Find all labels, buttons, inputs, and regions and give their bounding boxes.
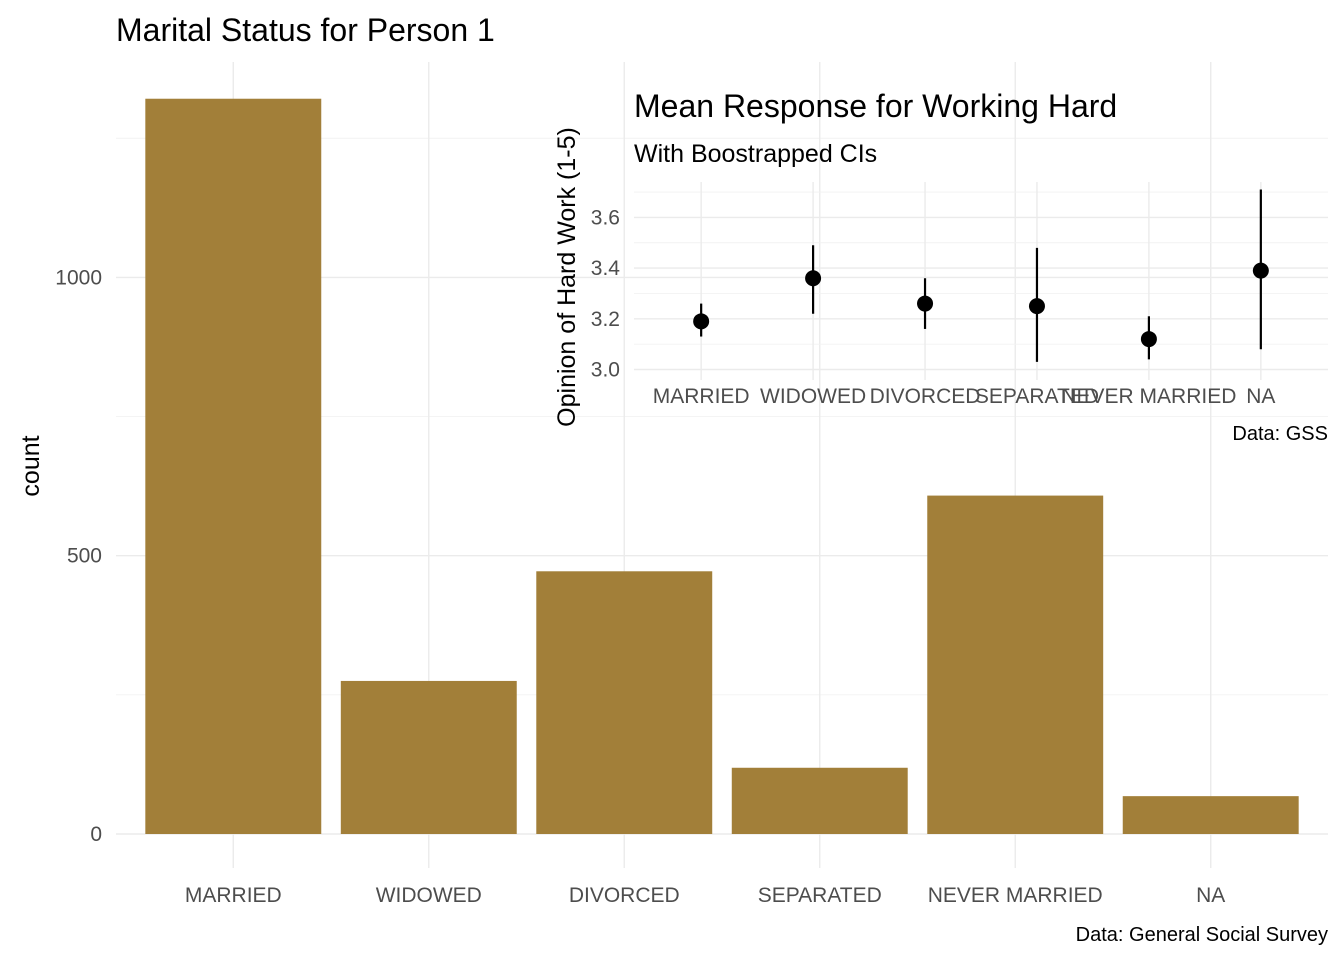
inset-points <box>693 189 1269 362</box>
inset-x-tick-widowed: WIDOWED <box>760 385 866 408</box>
point-widowed <box>805 270 822 287</box>
inset-gridlines <box>634 182 1328 380</box>
inset-y-tick-3-0: 3.0 <box>591 359 620 382</box>
inset-y-tick-labels: 3.0 3.2 3.4 3.6 <box>591 206 621 381</box>
inset-chart-title: Mean Response for Working Hard <box>634 88 1117 124</box>
main-y-tick-1000: 1000 <box>55 266 102 289</box>
main-y-axis-title: count <box>17 435 45 496</box>
point-divorced <box>917 295 934 312</box>
main-x-tick-labels: MARRIED WIDOWED DIVORCED SEPARATED NEVER MAR… <box>185 884 1225 907</box>
inset-y-tick-3-6: 3.6 <box>591 206 620 229</box>
point-married <box>693 313 710 330</box>
main-x-tick-married: MARRIED <box>185 884 282 907</box>
inset-x-tick-na: NA <box>1246 385 1275 408</box>
main-x-tick-divorced: DIVORCED <box>569 884 680 907</box>
inset-x-tick-divorced: DIVORCED <box>870 385 981 408</box>
bar-na <box>1122 796 1299 834</box>
inset-x-tick-never-married: NEVER MARRIED <box>1061 385 1236 408</box>
main-x-tick-separated: SEPARATED <box>758 884 882 907</box>
point-never-married <box>1140 331 1157 348</box>
point-na <box>1252 262 1269 279</box>
bar-never-married <box>927 495 1104 834</box>
main-y-tick-0: 0 <box>90 823 102 846</box>
main-caption: Data: General Social Survey <box>1076 924 1328 946</box>
inset-x-tick-married: MARRIED <box>653 385 750 408</box>
bar-separated <box>731 767 908 834</box>
main-x-tick-widowed: WIDOWED <box>376 884 482 907</box>
inset-y-axis-title: Opinion of Hard Work (1-5) <box>553 127 581 427</box>
inset-y-tick-3-2: 3.2 <box>591 308 620 331</box>
inset-caption: Data: GSS <box>1232 423 1328 445</box>
inset-chart: 3.0 3.2 3.4 3.6 MARRIED WIDOWED DIVORCEDSEPAR… <box>553 88 1328 445</box>
main-chart-title: Marital Status for Person 1 <box>116 12 495 48</box>
inset-y-tick-3-4: 3.4 <box>591 257 621 280</box>
bar-married <box>145 98 322 835</box>
inset-chart-subtitle: With Boostrapped CIs <box>634 140 877 168</box>
bar-widowed <box>340 680 517 834</box>
main-bars <box>145 98 1299 835</box>
inset-x-tick-separated: SEPARATED <box>975 385 1099 408</box>
main-x-tick-na: NA <box>1196 884 1225 907</box>
bar-divorced <box>536 571 713 834</box>
main-y-tick-500: 500 <box>67 545 102 568</box>
main-y-tick-labels: 0 500 1000 <box>55 266 102 846</box>
main-x-tick-never-married: NEVER MARRIED <box>928 884 1103 907</box>
point-separated <box>1028 298 1045 315</box>
